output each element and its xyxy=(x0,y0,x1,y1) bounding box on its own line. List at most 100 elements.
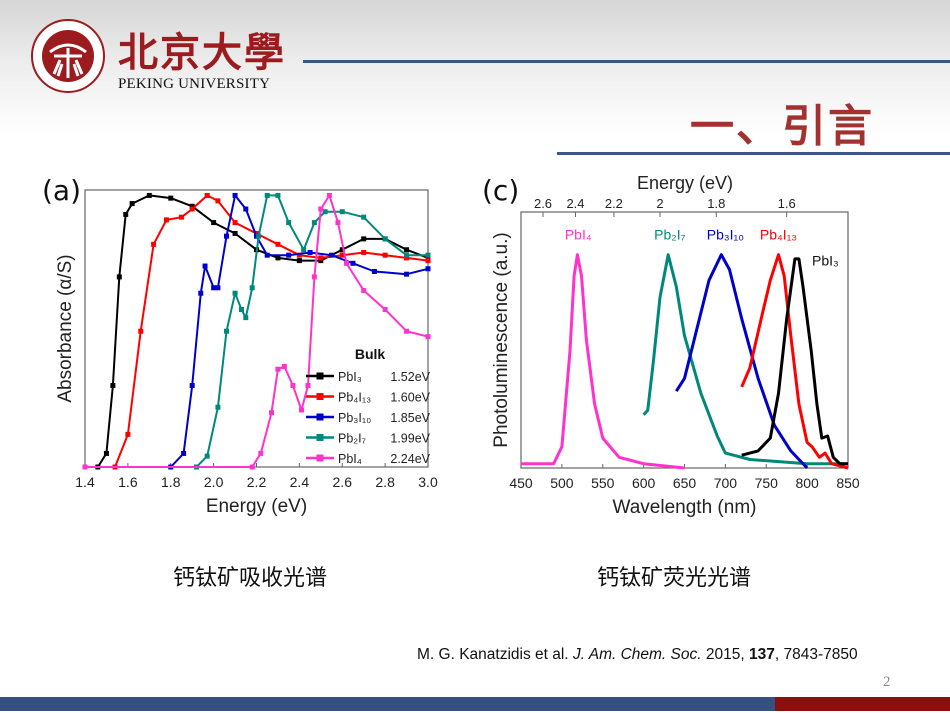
series-line-1 xyxy=(642,253,848,466)
data-point-marker xyxy=(215,404,221,410)
data-point-marker xyxy=(151,241,157,247)
x-tick-label: 750 xyxy=(755,475,779,491)
data-point-marker xyxy=(82,464,88,470)
data-point-marker xyxy=(232,220,238,226)
data-point-marker xyxy=(168,195,174,201)
y-axis-label: Absorbance (α/S) xyxy=(55,254,76,402)
data-point-marker xyxy=(215,198,221,204)
data-point-marker xyxy=(311,220,317,226)
page-number: 2 xyxy=(883,674,891,690)
data-point-marker xyxy=(301,247,307,253)
data-point-marker xyxy=(382,252,388,258)
data-point-marker xyxy=(286,220,292,226)
header-background xyxy=(0,0,950,150)
data-point-marker xyxy=(204,192,210,198)
legend-marker xyxy=(316,372,324,380)
legend-gap: 1.52eV xyxy=(390,370,430,384)
data-point-marker xyxy=(189,383,195,389)
series-label: Pb₃I₁₀ xyxy=(707,227,744,243)
data-point-marker xyxy=(232,192,238,198)
legend-name: Pb₄I₁₃ xyxy=(338,391,371,405)
data-point-marker xyxy=(129,201,135,207)
data-point-marker xyxy=(361,249,367,255)
data-point-marker xyxy=(339,209,345,215)
series-label: Pb₂I₇ xyxy=(654,227,685,243)
x-tick-label: 2.0 xyxy=(204,474,224,490)
data-point-marker xyxy=(425,258,431,264)
legend-marker xyxy=(316,434,324,441)
data-point-marker xyxy=(204,453,210,459)
x-tick-label: 600 xyxy=(632,475,656,491)
legend-title: Bulk xyxy=(355,346,386,362)
data-point-marker xyxy=(311,274,317,280)
x-tick-label: 2.2 xyxy=(247,474,267,490)
x-tick-label: 450 xyxy=(509,475,533,491)
peking-university-seal-logo xyxy=(31,19,105,93)
y-axis-label: Photoluminescence (a.u.) xyxy=(491,232,512,447)
x-tick-label: 1.6 xyxy=(118,474,138,490)
data-point-marker xyxy=(198,290,204,296)
series-line-3 xyxy=(740,253,849,470)
data-point-marker xyxy=(404,252,410,258)
top-tick-label: 2.6 xyxy=(534,196,552,211)
data-point-marker xyxy=(296,252,302,258)
legend-name: PbI₄ xyxy=(338,452,362,466)
series-label: PbI₄ xyxy=(565,227,592,243)
series-line-4 xyxy=(85,194,429,468)
legend-marker xyxy=(316,393,324,400)
data-point-marker xyxy=(215,285,221,291)
data-point-marker xyxy=(425,266,431,272)
top-tick-label: 1.6 xyxy=(778,196,796,211)
data-point-marker xyxy=(249,464,255,470)
legend-gap: 1.60eV xyxy=(390,391,430,405)
legend-gap: 1.85eV xyxy=(390,411,430,425)
citation-journal: J. Am. Chem. Soc. xyxy=(572,646,702,663)
data-point-marker xyxy=(382,236,388,242)
data-point-marker xyxy=(335,220,341,226)
footer-bar-red xyxy=(775,697,950,711)
citation: M. G. Kanatzidis et al. J. Am. Chem. Soc… xyxy=(417,646,858,664)
title-underline xyxy=(557,152,950,155)
legend-marker xyxy=(316,454,324,462)
series-label: PbI₃ xyxy=(812,252,839,268)
top-tick-label: 2.2 xyxy=(605,196,623,211)
data-point-marker xyxy=(189,203,195,209)
data-point-marker xyxy=(189,206,195,212)
data-point-marker xyxy=(361,287,367,293)
data-point-marker xyxy=(138,328,144,334)
data-point-marker xyxy=(223,328,229,334)
series-line-2 xyxy=(675,253,809,470)
series-line-2 xyxy=(85,194,429,468)
logo-english-text: PEKING UNIVERSITY xyxy=(118,76,271,92)
data-point-marker xyxy=(223,233,229,239)
legend-name: Pb₃I₁₀ xyxy=(338,411,371,425)
data-point-marker xyxy=(275,366,281,372)
header-divider xyxy=(303,60,950,63)
data-point-marker xyxy=(254,230,259,236)
x-tick-label: 800 xyxy=(795,475,819,491)
data-point-marker xyxy=(258,450,264,456)
data-point-marker xyxy=(361,214,367,220)
data-point-marker xyxy=(371,268,377,274)
caption-photoluminescence: 钙钛矿荧光光谱 xyxy=(597,566,752,591)
data-point-marker xyxy=(146,192,152,198)
data-point-marker xyxy=(299,407,305,413)
citation-volume: 137 xyxy=(748,646,775,663)
data-point-marker xyxy=(178,214,184,220)
data-point-marker xyxy=(123,211,129,217)
legend-gap: 2.24eV xyxy=(390,452,430,466)
data-point-marker xyxy=(404,328,410,334)
data-point-marker xyxy=(425,255,431,261)
data-point-marker xyxy=(125,431,131,437)
data-point-marker xyxy=(318,206,324,212)
data-point-marker xyxy=(211,285,217,291)
data-point-marker xyxy=(344,260,350,266)
top-axis-label: Energy (eV) xyxy=(637,173,733,193)
top-tick-label: 2.4 xyxy=(566,196,584,211)
data-point-marker xyxy=(275,241,281,247)
data-point-marker xyxy=(290,383,296,389)
logo-chinese-text: 北京大學 xyxy=(118,29,286,76)
data-point-marker xyxy=(286,252,292,258)
data-point-marker xyxy=(211,220,217,226)
legend-marker xyxy=(316,413,324,421)
